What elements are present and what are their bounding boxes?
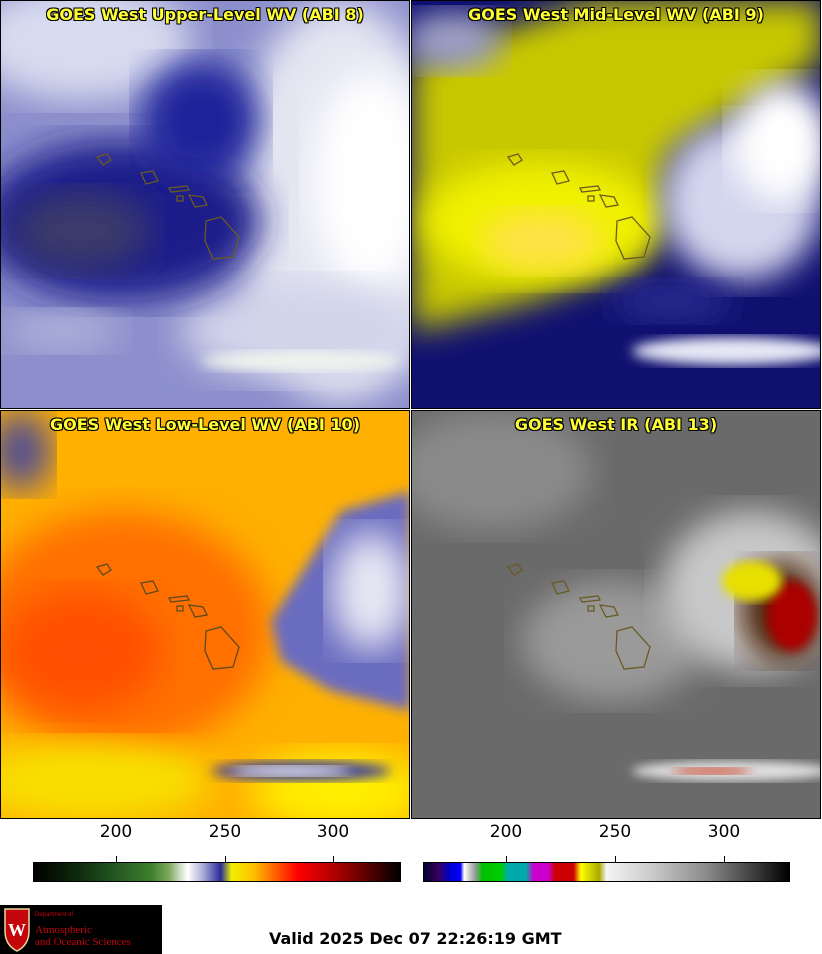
tick-label: 200 [99, 822, 133, 842]
tick-label: 250 [598, 822, 632, 842]
tick-label: 300 [707, 822, 741, 842]
panel-ir: GOES West IR (ABI 13) [411, 410, 821, 819]
tick-label: 300 [316, 822, 350, 842]
tick-label: 250 [208, 822, 242, 842]
tick-mark [116, 856, 117, 862]
colorbar-ir: 200 250 300 [423, 822, 790, 882]
panel-title: GOES West IR (ABI 13) [514, 415, 718, 434]
tick-mark [724, 856, 725, 862]
upper-level-wv-image [1, 1, 409, 408]
panel-title: GOES West Upper-Level WV (ABI 8) [46, 5, 364, 24]
tick-mark [506, 856, 507, 862]
tick-mark [225, 856, 226, 862]
island-outlines [506, 153, 651, 260]
colorbar-gradient [33, 862, 401, 882]
crest-letter: W [8, 920, 26, 940]
panel-title: GOES West Low-Level WV (ABI 10) [49, 415, 360, 434]
logo-name: Atmospheric and Oceanic Sciences [35, 924, 131, 948]
panel-upper-level-wv: GOES West Upper-Level WV (ABI 8) [0, 0, 410, 409]
tick-label: 200 [489, 822, 523, 842]
uw-crest-icon: W [4, 908, 30, 952]
colorbar-wv: 200 250 300 [33, 822, 401, 882]
valid-time: Valid 2025 Dec 07 22:26:19 GMT [269, 929, 562, 948]
logo-department: Department of [35, 912, 74, 918]
aos-logo: W Department of Atmospheric and Oceanic … [0, 905, 162, 954]
tick-mark [615, 856, 616, 862]
tick-mark [333, 856, 334, 862]
panel-low-level-wv: GOES West Low-Level WV (ABI 10) [0, 410, 410, 819]
island-outlines [95, 153, 240, 260]
panel-mid-level-wv: GOES West Mid-Level WV (ABI 9) [411, 0, 821, 409]
mid-level-wv-image [412, 1, 820, 408]
low-level-wv-image [1, 411, 409, 818]
ir-image [412, 411, 820, 818]
colorbar-gradient [423, 862, 790, 882]
island-outlines [506, 563, 651, 670]
logo-line-oceanic: and Oceanic Sciences [35, 936, 131, 948]
island-outlines [95, 563, 240, 670]
panel-title: GOES West Mid-Level WV (ABI 9) [468, 5, 764, 24]
logo-line-atmospheric: Atmospheric [35, 924, 92, 936]
